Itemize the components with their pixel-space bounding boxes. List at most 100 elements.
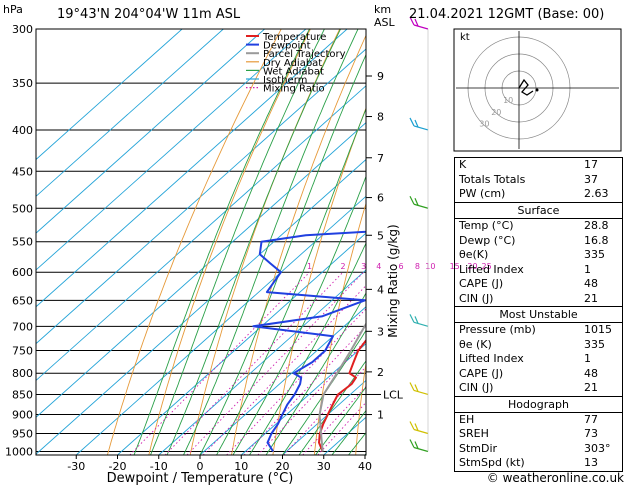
height-tick-label: 8: [377, 111, 384, 124]
hodo_stats-row: StmSpd (kt) 13: [455, 456, 622, 471]
dry-adiabat-line: [148, 29, 311, 455]
indices-label: Totals Totals: [459, 172, 526, 186]
pressure-tick-label: 750: [12, 345, 33, 358]
hodograph-stats-section: EH 77 SREH 73 StmDir 303° StmSpd (kt) 13: [455, 413, 622, 471]
height-tick-label: 7: [377, 152, 384, 165]
temperature-tick-label: -20: [109, 460, 127, 473]
pressure-tick-label: 700: [12, 320, 33, 333]
pressure-tick-label: 850: [12, 388, 33, 401]
pressure-tick-label: 450: [12, 165, 33, 178]
indices-value: 17: [584, 158, 598, 171]
unstable-value: 1: [584, 352, 591, 365]
mixing-ratio-line: [257, 339, 366, 455]
height-tick-label: 5: [377, 229, 384, 242]
wet-adiabat-line: [315, 386, 366, 455]
surface-label: θe(K): [459, 248, 489, 261]
unstable-label: θe (K): [459, 337, 492, 351]
surface-row: Temp (°C) 28.8: [455, 219, 622, 234]
pressure-tick-label: 400: [12, 124, 33, 137]
isotherm-line: [36, 29, 183, 161]
wind-barb: [409, 16, 415, 26]
mixing-ratio-label: 8: [415, 262, 420, 271]
isotherm-line: [36, 158, 366, 455]
hodo_stats-row: EH 77: [455, 413, 622, 428]
height-tick-label: 2: [377, 366, 384, 379]
mixing-ratio-label: 10: [425, 262, 435, 271]
isotherm-line: [36, 122, 366, 418]
temperature-tick-label: 30: [317, 460, 331, 473]
wet-adiabat-line: [199, 53, 366, 455]
unstable-row: Pressure (mb) 1015: [455, 323, 622, 338]
surface-value: 16.8: [584, 233, 609, 247]
temperature-tick-label: 20: [276, 460, 290, 473]
pressure-tick-label: 550: [12, 236, 33, 249]
series-temperature: [318, 338, 366, 452]
indices-row: PW (cm) 2.63: [455, 187, 622, 202]
pressure-tick-label: 650: [12, 294, 33, 307]
isotherm-line: [36, 29, 348, 308]
storm-motion-marker: [535, 88, 539, 92]
wet-adiabat-line: [166, 29, 341, 455]
hodo_stats-value: 77: [584, 412, 598, 426]
legend-label: Temperature: [262, 32, 326, 43]
pressure-tick-label: 900: [12, 409, 33, 422]
hodo_stats-label: EH: [459, 412, 475, 426]
mixing-ratio-line: [226, 308, 366, 455]
surface-section: Temp (°C) 28.8 Dewp (°C) 16.8 θe(K) 335 Lifted…: [455, 219, 622, 307]
wind-barb: [413, 321, 429, 327]
wind-barb: [409, 421, 415, 430]
unstable-label: CAPE (J): [459, 366, 504, 380]
pressure-tick-label: 600: [12, 266, 33, 279]
lcl-label: LCL: [383, 388, 404, 401]
unstable-value: 335: [584, 337, 605, 351]
surface-value: 28.8: [584, 219, 609, 232]
isotherm-line: [36, 29, 265, 234]
wind-barb: [414, 316, 419, 324]
mixing-ratio-label: 3: [361, 262, 366, 271]
isotherm-line: [36, 48, 366, 345]
temperature-tick-label: 10: [234, 460, 248, 473]
indices-label: PW (cm): [459, 187, 506, 200]
unstable-row: CIN (J) 21: [455, 381, 622, 396]
pressure-tick-label: 500: [12, 202, 33, 215]
dry-adiabat-line: [106, 29, 282, 455]
hodograph-ring-label: 10: [503, 96, 513, 105]
mixing-ratio-line: [302, 385, 366, 455]
pressure-tick-label: 800: [12, 367, 33, 380]
wind-barb: [413, 24, 429, 30]
wind-barb: [413, 125, 429, 131]
legend-label: Parcel Trajectory: [263, 49, 346, 60]
plot-frame: [35, 28, 367, 456]
legend-label: Isotherm: [263, 75, 307, 86]
wind-barb: [414, 198, 419, 206]
wind-barb: [414, 423, 419, 431]
mixing-ratio-label: 6: [399, 262, 404, 271]
indices-row: Totals Totals 37: [455, 173, 622, 188]
hodo_stats-label: StmDir: [459, 441, 498, 455]
wet-adiabat-line: [133, 29, 310, 455]
hodo_stats-value: 13: [584, 456, 598, 469]
surface-value: 1: [584, 262, 591, 276]
height-tick-label: 9: [377, 70, 384, 83]
pressure-tick-label: 300: [12, 23, 33, 36]
legend-label: Wet Adiabat: [263, 66, 324, 77]
mixing-ratio-line: [317, 401, 366, 455]
surface-row: CAPE (J) 48: [455, 277, 622, 292]
indices-box: K 17 Totals Totals 37 PW (cm) 2.63: [454, 157, 623, 203]
mixing-ratio-line: [202, 284, 366, 455]
legend-label: Dry Adiabat: [263, 58, 322, 69]
isotherm-line: [36, 29, 224, 197]
hodo_stats-label: SREH: [459, 427, 489, 440]
isotherm-line: [158, 269, 366, 455]
hodo_stats-row: StmDir 303°: [455, 442, 622, 457]
grid-layer: [36, 29, 366, 455]
surface-label: Dewp (°C): [459, 233, 516, 247]
location-title: 19°43'N 204°04'W 11m ASL: [57, 7, 241, 22]
datetime-title: 21.04.2021 12GMT (Base: 00): [409, 7, 605, 22]
series-layer: [252, 230, 366, 453]
mixing-ratio-axis-label: Mixing Ratio (g/kg): [386, 224, 400, 337]
surface-label: Temp (°C): [459, 219, 514, 232]
indices-label: K: [459, 158, 467, 171]
